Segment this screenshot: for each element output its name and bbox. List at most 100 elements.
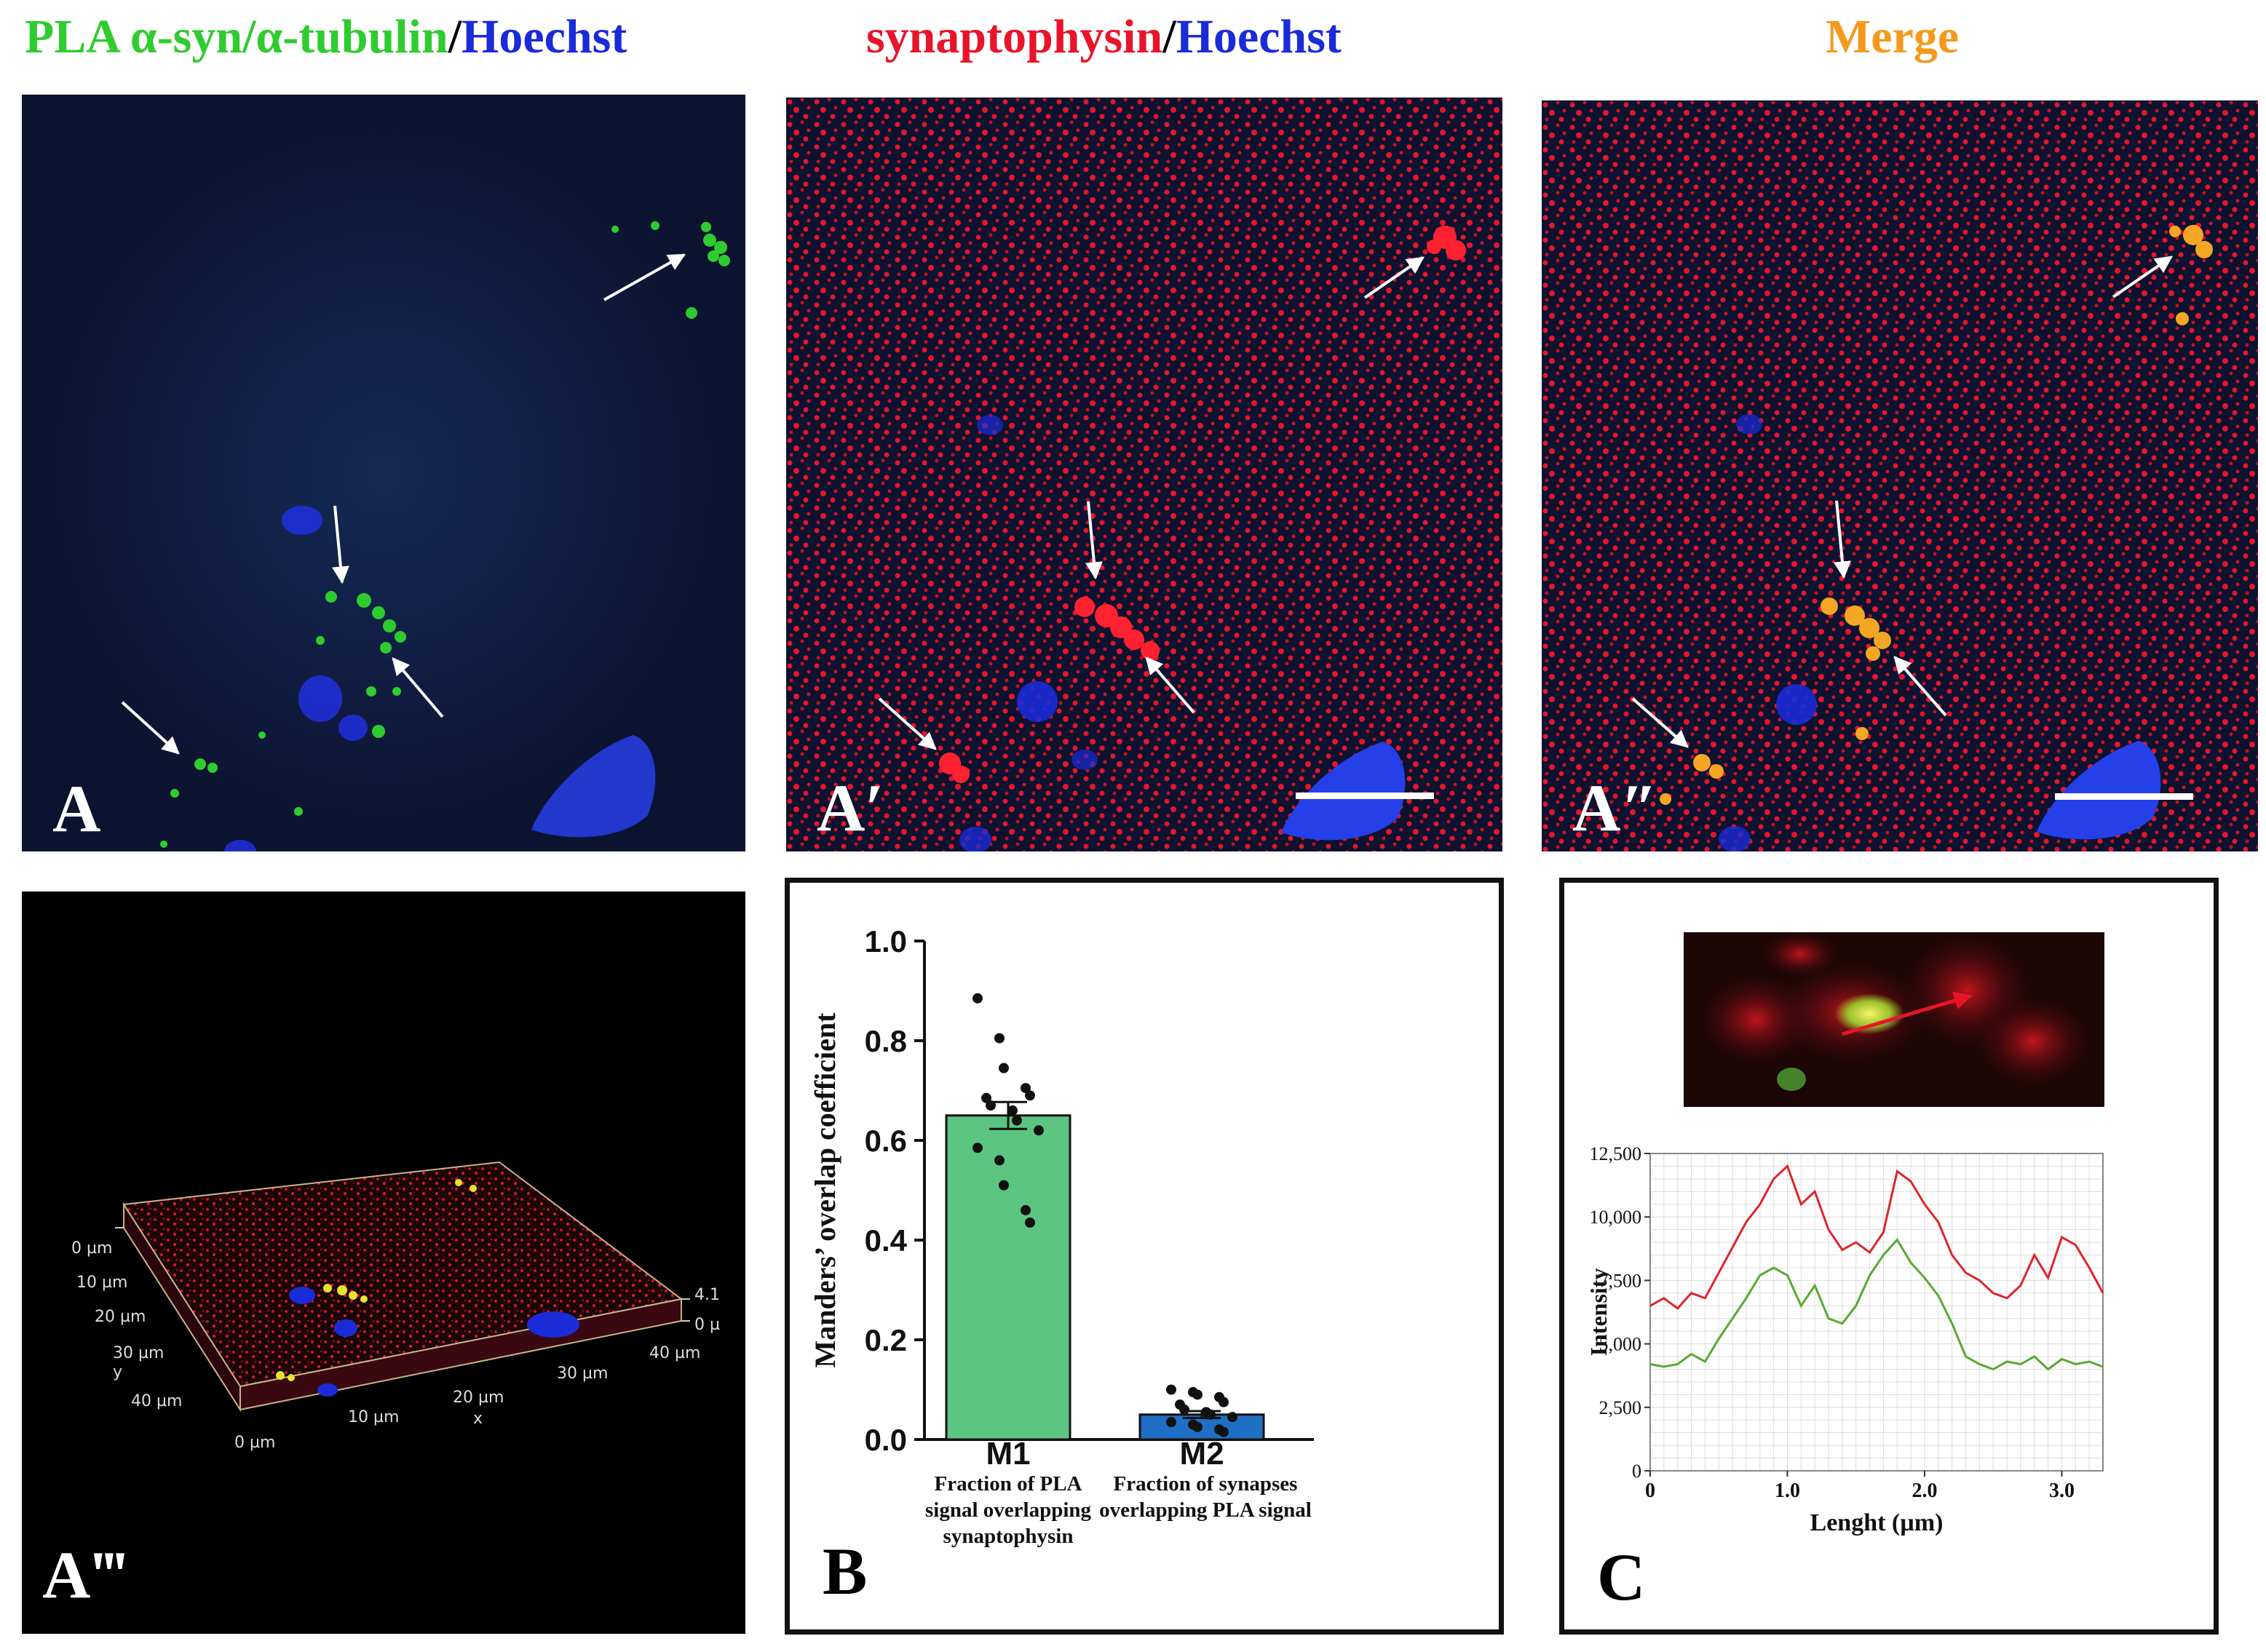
axis-ticks (115, 1227, 690, 1322)
panel-a-dprime-micrograph: A″ (1542, 100, 2258, 851)
data-point (994, 1155, 1005, 1166)
y-tick-label: 7,500 (1599, 1270, 1642, 1291)
z-tick: 0 µ (694, 1316, 720, 1334)
x-tick: 10 µm (348, 1408, 400, 1426)
panel-c-frame: 0 2,500 5,000 7,500 10,000 12,500 0 1.0 2.0 3.0 Le… (1559, 878, 2219, 1635)
panel-a-prime-micrograph: A′ (786, 98, 1502, 851)
scale-bar (2055, 793, 2193, 800)
intensity-profile-chart: 0 2,500 5,000 7,500 10,000 12,500 0 1.0 2.0 3.0 Le… (1585, 1143, 2104, 1536)
data-point (1021, 1083, 1031, 1094)
data-point (1025, 1218, 1035, 1228)
y-tick: 10 µm (76, 1274, 128, 1292)
data-point (986, 1100, 996, 1111)
y-tick-label: 0.6 (865, 1124, 907, 1158)
data-point (981, 1092, 991, 1103)
x-tick-label: 3.0 (2049, 1480, 2075, 1502)
panel-label-c: C (1597, 1540, 1646, 1614)
category-label-m2: M2 (1179, 1436, 1224, 1472)
y-tick: 40 µm (131, 1392, 183, 1410)
data-point (1192, 1421, 1203, 1432)
y-tick-label: 1.0 (865, 924, 907, 958)
caption-m2: Fraction of synapses overlapping PLA sig… (1085, 1471, 1326, 1523)
y-tick: 0 µm (71, 1239, 113, 1258)
data-point (972, 993, 983, 1004)
data-point (1192, 1389, 1203, 1400)
header-merge-label: Merge (1826, 10, 1960, 63)
plot-border (1649, 1153, 2104, 1472)
caption-m1: Fraction of PLA signal overlapping synap… (899, 1471, 1117, 1549)
profile-inset-image (1684, 932, 2104, 1107)
panel-a-image (22, 95, 745, 851)
y-tick-label: 0.8 (865, 1024, 907, 1058)
header-slash: / (448, 10, 462, 63)
header-pla-label: PLA α-syn/α-tubulin (25, 10, 448, 63)
data-point (1166, 1417, 1176, 1428)
x-tick-label: 1.0 (1775, 1480, 1800, 1502)
x-axis-label: x (473, 1410, 483, 1428)
y-tick-label: 0.4 (865, 1223, 908, 1258)
data-point (1034, 1125, 1044, 1136)
caption-m1-line: Fraction of PLA (934, 1472, 1082, 1496)
y-tick-label: 5,000 (1599, 1334, 1642, 1355)
inset-micrograph (1691, 932, 2099, 1092)
data-point (994, 1033, 1005, 1044)
series-line-red (1649, 1164, 2104, 1310)
header-panel-a: PLA α-syn/α-tubulin/Hoechst (25, 13, 627, 61)
category-label-m1: M1 (986, 1436, 1031, 1472)
header-synaptophysin-label: synaptophysin (866, 10, 1163, 63)
data-point (1205, 1409, 1216, 1420)
panel-a-prime-image (786, 98, 1502, 851)
arrows (121, 253, 686, 755)
bar-m1 (945, 1114, 1071, 1441)
data-point (1227, 1412, 1237, 1423)
header-panel-a-dprime: Merge (1826, 13, 1959, 61)
nuclei (224, 506, 656, 851)
caption-m2-line: overlapping PLA signal (1099, 1498, 1312, 1522)
header-hoechst-label: Hoechst (1176, 10, 1342, 63)
y-tick: 30 µm (113, 1344, 165, 1362)
arrows (878, 256, 1425, 750)
x-tick-label: 0 (1645, 1480, 1655, 1502)
caption-m2-line: Fraction of synapses (1113, 1472, 1298, 1496)
header-slash: / (1162, 10, 1176, 63)
axis-3d-labels: 0 µm 10 µm 20 µm 30 µm y 40 µm 0 µm 10 µ… (22, 891, 745, 1634)
y-tick-label: 2,500 (1599, 1397, 1642, 1418)
data-point (1007, 1105, 1018, 1116)
data-point (1025, 1090, 1035, 1101)
data-point (999, 1063, 1009, 1073)
panel-a-tprime-image (115, 1161, 690, 1413)
colocalized-puncta (1660, 225, 2213, 805)
caption-m1-line: signal overlapping (924, 1498, 1092, 1522)
x-tick: 0 µm (234, 1434, 276, 1452)
y-tick-label: 0.2 (865, 1323, 907, 1357)
panel-label-a-prime: A′ (817, 771, 884, 845)
synaptophysin-clusters (939, 226, 1466, 783)
z-tick: 4.1 (694, 1286, 720, 1304)
x-tick: 30 µm (557, 1365, 609, 1383)
x-tick-label: 2.0 (1912, 1480, 1937, 1502)
header-hoechst-label: Hoechst (461, 10, 627, 63)
panel-a-micrograph: A (22, 95, 745, 851)
header-panel-a-prime: synaptophysin/Hoechst (866, 13, 1342, 61)
panel-b-frame: 0.0 0.2 0.4 0.6 0.8 1.0 Manders’ overlap coeff… (785, 878, 1504, 1635)
y-tick-label: 10,000 (1590, 1207, 1642, 1228)
bar-chart: 0.0 0.2 0.4 0.6 0.8 1.0 Manders’ overlap coeff… (809, 924, 1314, 1457)
x-tick: 40 µm (649, 1344, 701, 1362)
y-tick-label: 0 (1632, 1461, 1641, 1482)
panel-label-a-dprime: A″ (1572, 771, 1658, 845)
x-tick: 20 µm (453, 1389, 504, 1407)
scale-bar (1296, 793, 1434, 799)
panel-label-b: B (823, 1534, 868, 1608)
nuclei (289, 1287, 579, 1397)
y-tick-label: 12,500 (1590, 1143, 1642, 1164)
y-tick: 20 µm (95, 1308, 146, 1326)
data-point (1021, 1204, 1031, 1215)
data-point (999, 1180, 1009, 1191)
y-tick-label: 0.0 (865, 1423, 907, 1457)
data-point (1219, 1397, 1229, 1407)
data-point (1179, 1404, 1189, 1415)
panel-label-a-tprime: A‴ (42, 1538, 128, 1612)
nuclei (959, 415, 1406, 851)
arrows (1631, 255, 2173, 748)
x-axis-title: Lenght (µm) (1810, 1509, 1944, 1536)
